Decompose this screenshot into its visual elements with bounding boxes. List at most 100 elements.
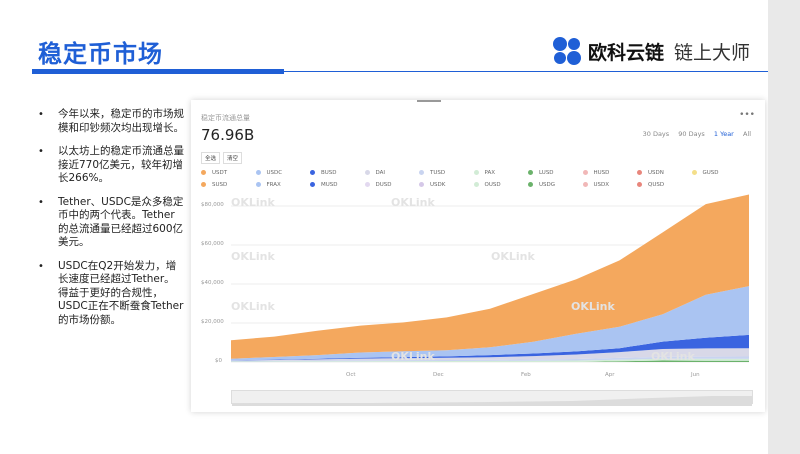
- legend-item-usdt[interactable]: USDT: [201, 170, 227, 176]
- scrollbar-preview: [232, 396, 752, 406]
- bullet-item: • 今年以来，稳定币的市场规模和印钞频次均出现增长。: [38, 108, 184, 134]
- legend-label: QUSD: [648, 182, 665, 188]
- legend-label: OUSD: [484, 182, 501, 188]
- area-chart: [231, 194, 749, 363]
- legend-swatch: [582, 170, 588, 175]
- legend-swatch: [310, 182, 315, 187]
- legend-swatch: [364, 182, 370, 187]
- bullet-list: • 今年以来，稳定币的市场规模和印钞频次均出现增长。 • 以太坊上的稳定币流通总量接…: [36, 108, 184, 337]
- legend-item-qusd[interactable]: QUSD: [637, 182, 664, 188]
- y-tick-label: $0: [215, 358, 222, 364]
- legend-item-usdg[interactable]: USDG: [528, 182, 555, 188]
- bullet-text: USDC在Q2开始发力，增长速度已经超过Tether。得益于更好的合规性，USD…: [58, 259, 184, 326]
- y-tick-label: $40,000: [201, 280, 224, 286]
- legend-swatch: [255, 170, 261, 175]
- legend-label: LUSD: [539, 170, 554, 176]
- legend-item-gusd[interactable]: GUSD: [691, 170, 719, 176]
- area-series-tusd: [231, 356, 749, 362]
- legend-swatch: [419, 182, 424, 187]
- x-tick-label: Feb: [521, 372, 531, 378]
- bullet-text: Tether、USDC是众多稳定币中的两个代表。Tether的总流通量已经超过6…: [58, 195, 184, 249]
- legend-label: HUSD: [593, 170, 610, 176]
- legend-swatch: [528, 170, 533, 175]
- area-series-usdc: [231, 286, 749, 361]
- legend-swatch: [201, 182, 206, 187]
- range-30d[interactable]: 30 Days: [642, 130, 670, 138]
- range-selector: 30 Days 90 Days 1 Year All: [636, 130, 751, 138]
- legend-label: PAX: [484, 170, 496, 176]
- logo-brand: 欧科云链: [588, 42, 665, 64]
- legend-item-musd[interactable]: MUSD: [310, 182, 338, 188]
- legend-swatch: [691, 170, 697, 175]
- more-icon[interactable]: •••: [739, 110, 755, 120]
- legend-label: USDT: [212, 170, 228, 176]
- legend-label: USDC: [266, 170, 283, 176]
- legend-label: USDN: [648, 170, 664, 176]
- legend-label: FRAX: [266, 182, 281, 188]
- legend-swatch: [582, 182, 588, 187]
- legend-swatch: [473, 182, 479, 187]
- legend-swatch: [310, 170, 315, 175]
- legend-swatch: [637, 182, 642, 187]
- legend-swatch: [528, 182, 533, 187]
- legend-item-busd[interactable]: BUSD: [310, 170, 337, 176]
- legend-label: BUSD: [321, 170, 337, 176]
- legend-label: USDX: [593, 182, 610, 188]
- legend-item-dusd[interactable]: DUSD: [364, 182, 392, 188]
- y-tick-label: $80,000: [201, 202, 224, 208]
- area-series-dai: [231, 348, 749, 361]
- bullet-text: 以太坊上的稳定币流通总量接近770亿美元，较年初增长266%。: [58, 145, 184, 184]
- logo-icon: [553, 37, 581, 65]
- bullet-item: • 以太坊上的稳定币流通总量接近770亿美元，较年初增长266%。: [38, 145, 184, 184]
- title-underline: [32, 69, 284, 74]
- slide: 稳定币市场 欧科云链 链上大师 • 今年以来，稳定币的市场规模和印钞频次均出现增长…: [0, 0, 768, 454]
- legend-item-usdk[interactable]: USDK: [419, 182, 445, 188]
- legend-label: GUSD: [702, 170, 719, 176]
- chart-card: 稳定币流通总量 76.96B ••• 30 Days 90 Days 1 Yea…: [191, 100, 765, 412]
- legend-swatch: [637, 170, 642, 175]
- legend-label: TUSD: [430, 170, 446, 176]
- legend-item-usdc[interactable]: USDC: [255, 170, 283, 176]
- legend-item-usdx[interactable]: USDX: [582, 182, 610, 188]
- x-tick-label: Oct: [346, 372, 356, 378]
- y-tick-label: $20,000: [201, 319, 224, 325]
- x-tick-label: Dec: [433, 372, 444, 378]
- legend-label: MUSD: [321, 182, 338, 188]
- legend-label: USDK: [430, 182, 446, 188]
- select-all-button[interactable]: 全选: [201, 152, 221, 164]
- bullet-text: 今年以来，稳定币的市场规模和印钞频次均出现增长。: [58, 108, 184, 134]
- bullet-item: • USDC在Q2开始发力，增长速度已经超过Tether。得益于更好的合规性，US…: [38, 259, 184, 326]
- x-tick-label: Apr: [605, 372, 615, 378]
- logo-subtitle: 链上大师: [674, 42, 751, 64]
- area-series-usdt: [231, 194, 749, 359]
- legend-swatch: [419, 170, 424, 175]
- legend-item-frax[interactable]: FRAX: [255, 182, 281, 188]
- chart-title: 稳定币流通总量: [201, 114, 250, 122]
- legend-label: USDG: [539, 182, 556, 188]
- time-range-scrollbar[interactable]: [231, 390, 753, 406]
- slide-title: 稳定币市场: [38, 40, 163, 68]
- legend-label: SUSD: [212, 182, 228, 188]
- bullet-item: • Tether、USDC是众多稳定币中的两个代表。Tether的总流通量已经超过…: [38, 195, 184, 249]
- chart-total-value: 76.96B: [201, 126, 255, 144]
- clear-button[interactable]: 清空: [223, 152, 243, 164]
- legend-item-husd[interactable]: HUSD: [582, 170, 610, 176]
- area-series-busd: [231, 334, 749, 361]
- range-90d[interactable]: 90 Days: [678, 130, 705, 138]
- legend-item-usdn[interactable]: USDN: [637, 170, 664, 176]
- range-all[interactable]: All: [742, 130, 751, 138]
- area-series-lusd: [231, 360, 749, 362]
- legend-swatch: [364, 170, 370, 175]
- title-divider: [284, 71, 768, 72]
- legend-item-pax[interactable]: PAX: [473, 170, 496, 176]
- x-tick-label: Jun: [691, 372, 700, 378]
- y-tick-label: $60,000: [201, 241, 224, 247]
- legend-item-dai[interactable]: DAI: [364, 170, 386, 176]
- range-1y[interactable]: 1 Year: [713, 130, 734, 138]
- card-handle: [417, 100, 441, 102]
- legend-label: DAI: [375, 170, 386, 176]
- legend-item-lusd[interactable]: LUSD: [528, 170, 554, 176]
- legend-item-ousd[interactable]: OUSD: [473, 182, 501, 188]
- legend-item-tusd[interactable]: TUSD: [419, 170, 445, 176]
- legend-item-susd[interactable]: SUSD: [201, 182, 227, 188]
